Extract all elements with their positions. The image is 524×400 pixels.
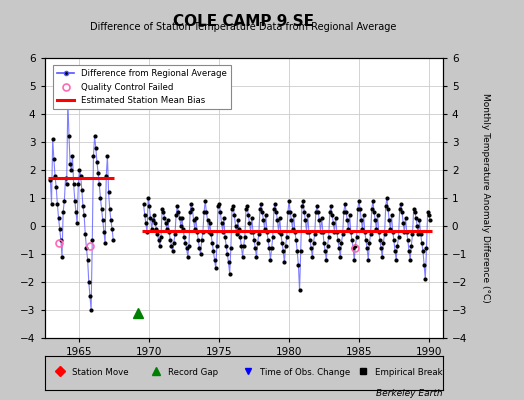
Text: Difference of Station Temperature Data from Regional Average: Difference of Station Temperature Data f… [91,22,397,32]
Legend: Difference from Regional Average, Quality Control Failed, Estimated Station Mean: Difference from Regional Average, Qualit… [53,65,232,109]
Y-axis label: Monthly Temperature Anomaly Difference (°C): Monthly Temperature Anomaly Difference (… [481,93,490,303]
Text: Record Gap: Record Gap [168,368,218,377]
Text: COLE CAMP 9 SE: COLE CAMP 9 SE [173,14,314,29]
Text: Empirical Break: Empirical Break [375,368,443,377]
Text: Berkeley Earth: Berkeley Earth [376,389,443,398]
Text: Time of Obs. Change: Time of Obs. Change [259,368,350,377]
Text: Station Move: Station Move [72,368,129,377]
